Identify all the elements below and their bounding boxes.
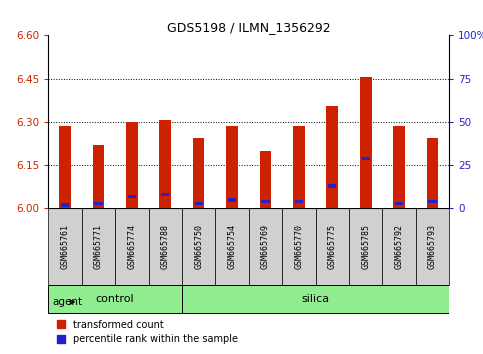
Bar xyxy=(82,209,115,285)
Bar xyxy=(228,198,236,201)
Bar xyxy=(395,201,403,205)
Bar xyxy=(48,285,182,313)
Bar xyxy=(159,120,171,209)
Bar xyxy=(293,126,305,209)
Bar xyxy=(362,156,370,160)
Bar xyxy=(328,184,336,188)
Bar xyxy=(360,77,371,209)
Text: GSM665775: GSM665775 xyxy=(328,224,337,269)
Title: GDS5198 / ILMN_1356292: GDS5198 / ILMN_1356292 xyxy=(167,21,330,34)
Bar xyxy=(128,195,136,198)
Text: agent: agent xyxy=(52,297,83,307)
Bar xyxy=(126,122,138,209)
Bar xyxy=(161,193,170,196)
Bar xyxy=(383,209,416,285)
Text: GSM665770: GSM665770 xyxy=(294,224,303,269)
Bar xyxy=(193,138,204,209)
Text: GSM665788: GSM665788 xyxy=(161,224,170,269)
Bar xyxy=(315,209,349,285)
Bar xyxy=(182,285,449,313)
Text: GSM665774: GSM665774 xyxy=(128,224,136,269)
Text: GSM665750: GSM665750 xyxy=(194,224,203,269)
Text: GSM665785: GSM665785 xyxy=(361,224,370,269)
Text: GSM665793: GSM665793 xyxy=(428,224,437,269)
Bar xyxy=(182,209,215,285)
Bar xyxy=(426,138,439,209)
Bar xyxy=(428,200,437,203)
Bar xyxy=(393,126,405,209)
Bar xyxy=(215,209,249,285)
Bar xyxy=(327,106,338,209)
Bar xyxy=(259,151,271,209)
Bar xyxy=(416,209,449,285)
Bar xyxy=(349,209,383,285)
Text: GSM665761: GSM665761 xyxy=(60,224,70,269)
Bar xyxy=(61,203,69,207)
Bar xyxy=(282,209,315,285)
Bar xyxy=(93,145,104,209)
Bar xyxy=(295,200,303,203)
Text: silica: silica xyxy=(301,293,329,304)
Bar xyxy=(115,209,149,285)
Bar xyxy=(195,201,203,205)
Bar xyxy=(226,126,238,209)
Bar xyxy=(261,200,270,203)
Text: GSM665769: GSM665769 xyxy=(261,224,270,269)
Text: GSM665754: GSM665754 xyxy=(227,224,237,269)
Bar xyxy=(149,209,182,285)
Text: GSM665771: GSM665771 xyxy=(94,224,103,269)
Bar xyxy=(48,209,82,285)
Bar xyxy=(59,126,71,209)
Bar xyxy=(249,209,282,285)
Bar xyxy=(94,201,102,205)
Text: control: control xyxy=(96,293,134,304)
Text: GSM665792: GSM665792 xyxy=(395,224,404,269)
Legend: transformed count, percentile rank within the sample: transformed count, percentile rank withi… xyxy=(53,316,242,348)
